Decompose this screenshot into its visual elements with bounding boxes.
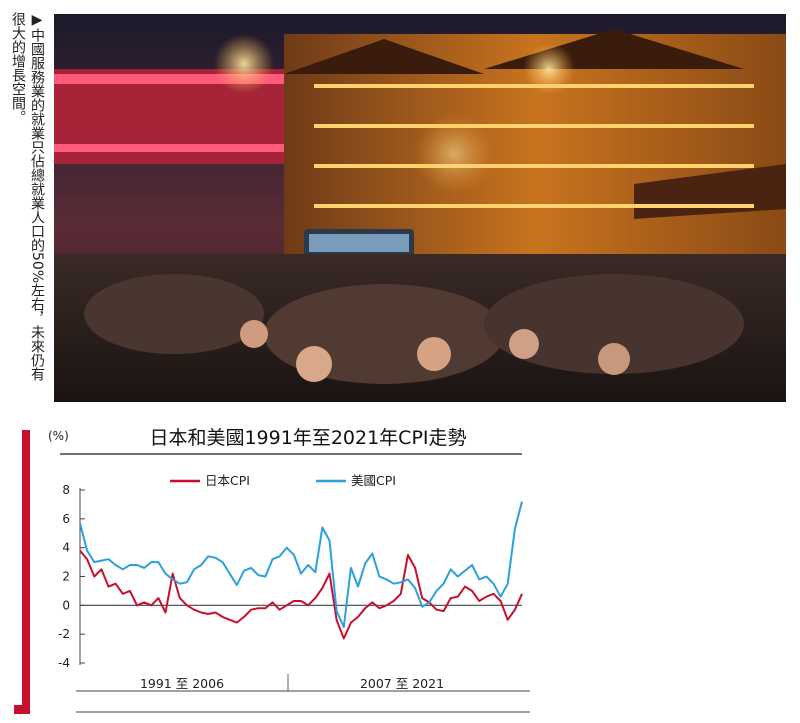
- photo-caption: ▶中國服務業的就業只佔總就業人口的50%左右，未來仍有很大的增長空間。: [10, 12, 45, 382]
- legend-label-us: 美國CPI: [351, 473, 396, 488]
- series-line-us: [79, 501, 523, 628]
- series-layer: [79, 501, 523, 640]
- y-tick-label-2: 4: [62, 541, 70, 555]
- period-label-1: 1991 至 2006: [140, 676, 224, 691]
- accent-bar: [22, 430, 30, 714]
- y-tick-label-3: 2: [62, 570, 70, 584]
- chart-ylabel: (%): [48, 429, 69, 443]
- y-tick-label-4: 0: [62, 598, 70, 612]
- night-street-crowd-photo: [54, 14, 786, 402]
- y-tick-label-6: -4: [58, 656, 70, 670]
- cpi-chart: (%) 日本和美國1991年至2021年CPI走勢 日本CPI 美國CPI 8 6…: [48, 427, 530, 713]
- accent-bar-foot: [14, 705, 30, 714]
- legend: 日本CPI 美國CPI: [170, 473, 396, 488]
- y-tick-label-0: 8: [62, 483, 70, 497]
- period-label-2: 2007 至 2021: [360, 676, 444, 691]
- chart-title: 日本和美國1991年至2021年CPI走勢: [149, 427, 466, 449]
- y-axis: 8 6 4 2 0 -2 -4: [58, 483, 85, 670]
- y-tick-label-5: -2: [58, 627, 70, 641]
- series-line-japan: [79, 549, 523, 640]
- legend-label-japan: 日本CPI: [205, 473, 250, 488]
- y-tick-label-1: 6: [62, 512, 70, 526]
